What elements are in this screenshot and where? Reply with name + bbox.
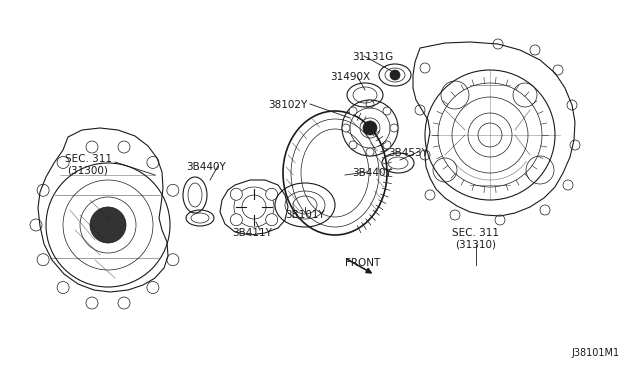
Circle shape	[383, 107, 391, 115]
Circle shape	[230, 188, 243, 200]
Circle shape	[390, 124, 398, 132]
Text: 3B453Y: 3B453Y	[388, 148, 428, 158]
Circle shape	[366, 148, 374, 156]
Circle shape	[266, 214, 278, 226]
Circle shape	[230, 214, 243, 226]
Text: 38102Y: 38102Y	[268, 100, 307, 110]
Text: (31300): (31300)	[68, 165, 108, 175]
Circle shape	[390, 70, 400, 80]
Circle shape	[366, 100, 374, 108]
Text: SEC. 311: SEC. 311	[65, 154, 111, 164]
Circle shape	[349, 141, 357, 149]
Text: 3B440Y: 3B440Y	[186, 162, 226, 172]
Circle shape	[383, 141, 391, 149]
Text: FRONT: FRONT	[345, 258, 380, 268]
Text: 3B440Y: 3B440Y	[352, 168, 392, 178]
Text: J38101M1: J38101M1	[572, 348, 620, 358]
Circle shape	[349, 107, 357, 115]
Circle shape	[90, 207, 126, 243]
Text: 31131G: 31131G	[352, 52, 393, 62]
Circle shape	[342, 124, 350, 132]
Circle shape	[363, 121, 377, 135]
Text: 3B411Y: 3B411Y	[232, 228, 272, 238]
Text: 31490X: 31490X	[330, 72, 370, 82]
Text: (31310): (31310)	[456, 239, 497, 249]
Circle shape	[266, 188, 278, 200]
Text: 3B101Y: 3B101Y	[285, 210, 324, 220]
Text: SEC. 311: SEC. 311	[452, 228, 499, 238]
